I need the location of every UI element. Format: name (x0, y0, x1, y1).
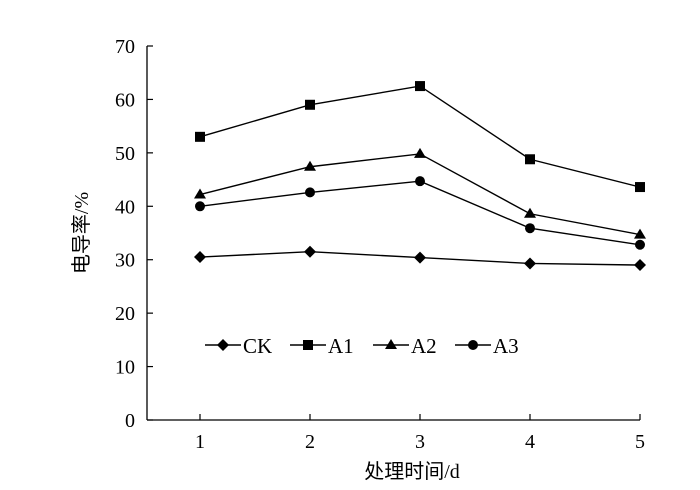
legend: CK A1 A2 A3 (205, 334, 519, 358)
triangle-marker (194, 188, 206, 199)
legend-label: A2 (411, 334, 437, 358)
legend-item-ck: CK (205, 334, 272, 358)
y-tick-label: 0 (125, 410, 135, 432)
triangle-marker (634, 228, 646, 239)
x-axis-label: 处理时间/d (364, 460, 460, 483)
diamond-marker (304, 245, 316, 258)
series-a1 (195, 81, 645, 193)
y-axis-label: 电导率/% (70, 192, 93, 274)
series-group (194, 81, 646, 272)
square-marker (635, 182, 645, 193)
legend-label: CK (243, 334, 272, 358)
y-tick-label: 30 (115, 250, 135, 272)
circle-marker (468, 340, 478, 350)
y-tick-label: 70 (115, 36, 135, 58)
diamond-marker (217, 339, 229, 351)
circle-marker (305, 187, 315, 198)
y-tick-label: 60 (115, 89, 135, 111)
triangle-marker (524, 207, 536, 218)
y-tick-label: 20 (115, 303, 135, 325)
series-line (199, 85, 641, 188)
circle-marker (415, 176, 425, 187)
series-a2 (194, 147, 646, 239)
x-tick-label: 3 (415, 431, 425, 453)
x-tick-label: 1 (195, 431, 205, 453)
square-marker (303, 340, 313, 350)
series-line (199, 153, 641, 236)
circle-marker (525, 223, 535, 234)
square-marker (305, 99, 315, 110)
axes: 0 10 20 30 40 50 60 70 1 2 3 4 5 (115, 36, 645, 453)
diamond-marker (414, 251, 426, 264)
series-ck (194, 245, 646, 272)
x-tick-label: 4 (525, 431, 535, 453)
x-tick-label: 5 (635, 431, 645, 453)
legend-label: A1 (328, 334, 354, 358)
diamond-marker (194, 251, 206, 264)
y-tick-label: 50 (115, 143, 135, 165)
legend-label: A3 (493, 334, 519, 358)
square-marker (415, 81, 425, 92)
diamond-marker (524, 257, 536, 270)
triangle-marker (414, 147, 426, 158)
x-tick-label: 2 (305, 431, 315, 453)
square-marker (195, 131, 205, 142)
series-a3 (195, 176, 645, 250)
circle-marker (635, 239, 645, 250)
triangle-marker (385, 339, 397, 349)
legend-item-a1: A1 (290, 334, 354, 358)
y-tick-label: 40 (115, 196, 135, 218)
circle-marker (195, 201, 205, 212)
square-marker (525, 154, 535, 165)
legend-item-a3: A3 (455, 334, 519, 358)
y-tick-label: 10 (115, 357, 135, 379)
diamond-marker (634, 259, 646, 272)
triangle-marker (304, 160, 316, 171)
legend-item-a2: A2 (373, 334, 437, 358)
series-line (199, 180, 641, 246)
